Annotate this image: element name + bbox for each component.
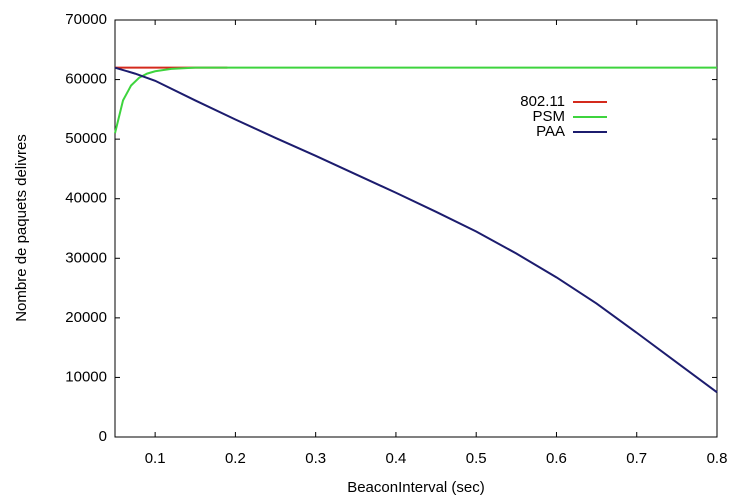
- y-tick-label: 30000: [65, 249, 107, 266]
- y-axis-label: Nombre de paquets delivres: [13, 134, 30, 322]
- y-tick-label: 50000: [65, 130, 107, 147]
- x-axis-label: BeaconInterval (sec): [347, 479, 485, 496]
- y-tick-label: 60000: [65, 71, 107, 88]
- x-tick-label: 0.1: [145, 450, 166, 467]
- x-tick-label: 0.6: [546, 450, 567, 467]
- x-tick-label: 0.7: [626, 450, 647, 467]
- plot-frame: [114, 19, 718, 438]
- x-tick-label: 0.5: [466, 450, 487, 467]
- x-tick-label: 0.4: [386, 450, 407, 467]
- x-tick-label: 0.8: [707, 450, 728, 467]
- x-tick-label: 0.3: [305, 450, 326, 467]
- y-tick-label: 40000: [65, 190, 107, 207]
- y-tick-label: 20000: [65, 309, 107, 326]
- y-tick-label: 0: [99, 428, 107, 445]
- y-tick-label: 70000: [65, 11, 107, 28]
- x-tick-label: 0.2: [225, 450, 246, 467]
- legend-label: PAA: [536, 123, 565, 140]
- data-line: [114, 66, 718, 394]
- y-tick-label: 10000: [65, 368, 107, 385]
- legend-label: PSM: [532, 108, 565, 125]
- legend-label: 802.11: [520, 93, 565, 110]
- data-line: [114, 66, 717, 134]
